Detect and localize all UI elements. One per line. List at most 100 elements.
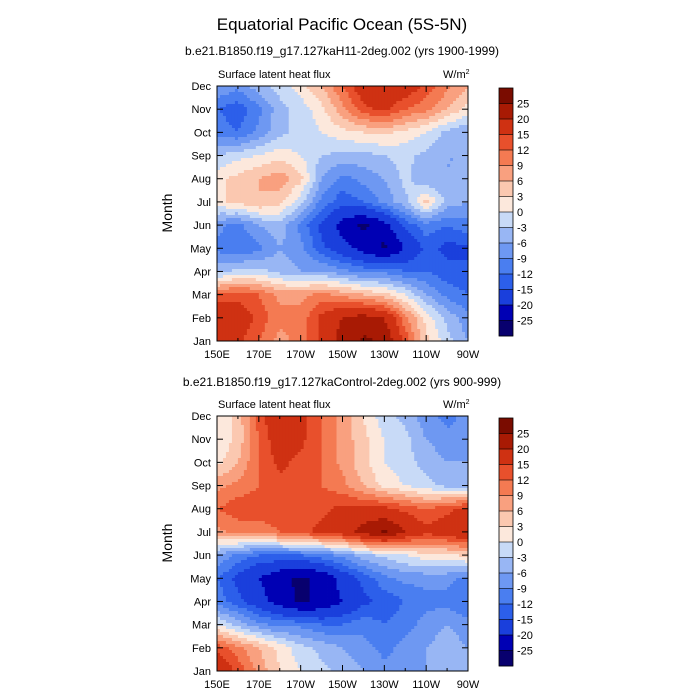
contour-cell <box>387 140 391 144</box>
contour-cell <box>408 137 412 141</box>
contour-cell <box>231 242 236 246</box>
contour-cell <box>414 116 418 120</box>
contour-cell <box>246 206 251 210</box>
contour-cell <box>411 134 415 138</box>
contour-cell <box>297 260 302 264</box>
contour-cell <box>339 113 343 117</box>
contour-cell <box>300 209 305 213</box>
contour-cell <box>333 212 337 216</box>
contour-cell <box>306 251 311 255</box>
contour-cell <box>318 101 322 105</box>
contour-cell <box>444 245 448 249</box>
contour-cell <box>369 218 373 222</box>
contour-cell <box>318 170 322 174</box>
contour-cell <box>432 107 436 111</box>
contour-cell <box>217 92 221 96</box>
contour-cell <box>261 110 266 114</box>
contour-cell <box>393 260 397 264</box>
contour-cell <box>237 206 242 210</box>
contour-cell <box>306 140 311 144</box>
contour-cell <box>414 233 418 237</box>
contour-cell <box>459 125 463 129</box>
contour-cell <box>351 248 355 252</box>
contour-cell <box>309 188 314 192</box>
contour-cell <box>429 191 433 195</box>
contour-cell <box>228 98 233 102</box>
contour-cell <box>453 152 457 156</box>
contour-cell <box>270 107 275 111</box>
contour-cell <box>432 119 436 123</box>
contour-cell <box>303 113 308 117</box>
contour-cell <box>417 227 421 231</box>
contour-cell <box>399 203 403 207</box>
contour-cell <box>417 149 421 153</box>
contour-cell <box>387 224 391 228</box>
contour-cell <box>429 194 433 198</box>
contour-cell <box>261 248 266 252</box>
contour-cell <box>375 140 379 144</box>
contour-cell <box>414 149 418 153</box>
contour-cell <box>423 251 427 255</box>
contour-cell <box>300 257 305 261</box>
contour-cell <box>351 164 355 168</box>
contour-cell <box>366 98 370 102</box>
contour-cell <box>261 92 266 96</box>
contour-cell <box>255 137 260 141</box>
contour-cell <box>294 107 299 111</box>
contour-cell <box>420 239 424 243</box>
contour-cell <box>330 188 334 192</box>
contour-cell <box>432 158 436 162</box>
contour-cell <box>288 86 293 90</box>
contour-cell <box>303 146 308 150</box>
contour-cell <box>417 221 421 225</box>
contour-cell <box>237 203 242 207</box>
contour-cell <box>228 122 233 126</box>
contour-cell <box>267 104 272 108</box>
contour-cell <box>369 191 373 195</box>
contour-cell <box>420 218 424 222</box>
contour-cell <box>273 110 278 114</box>
contour-cell <box>393 158 397 162</box>
contour-cell <box>405 197 409 201</box>
contour-cell <box>288 176 293 180</box>
contour-cell <box>456 230 460 234</box>
contour-cell <box>399 122 403 126</box>
contour-cell <box>258 230 263 234</box>
contour-cell <box>312 89 317 93</box>
contour-cell <box>324 89 328 93</box>
contour-cell <box>330 179 334 183</box>
contour-cell <box>327 86 331 90</box>
contour-cell <box>270 179 275 183</box>
contour-cell <box>219 110 224 114</box>
contour-cell <box>363 131 367 135</box>
contour-cell <box>417 233 421 237</box>
contour-cell <box>393 119 397 123</box>
contour-cell <box>438 155 442 159</box>
contour-cell <box>327 257 331 261</box>
contour-cell <box>357 158 361 162</box>
contour-cell <box>237 158 242 162</box>
contour-cell <box>261 116 266 120</box>
contour-cell <box>309 122 314 126</box>
contour-cell <box>282 107 287 111</box>
contour-cell <box>375 221 379 225</box>
contour-cell <box>414 257 418 261</box>
contour-cell <box>330 182 334 186</box>
contour-cell <box>249 218 254 222</box>
contour-cell <box>438 215 442 219</box>
contour-cell <box>297 179 302 183</box>
contour-cell <box>387 230 391 234</box>
contour-cell <box>225 134 230 138</box>
contour-cell <box>312 188 317 192</box>
contour-cell <box>219 167 224 171</box>
contour-cell <box>219 92 224 96</box>
contour-cell <box>363 236 367 240</box>
contour-cell <box>261 191 266 195</box>
contour-cell <box>453 173 457 177</box>
contour-cell <box>414 188 418 192</box>
contour-cell <box>387 122 391 126</box>
contour-cell <box>249 203 254 207</box>
contour-cell <box>321 194 325 198</box>
contour-cell <box>420 164 424 168</box>
contour-cell <box>444 185 448 189</box>
